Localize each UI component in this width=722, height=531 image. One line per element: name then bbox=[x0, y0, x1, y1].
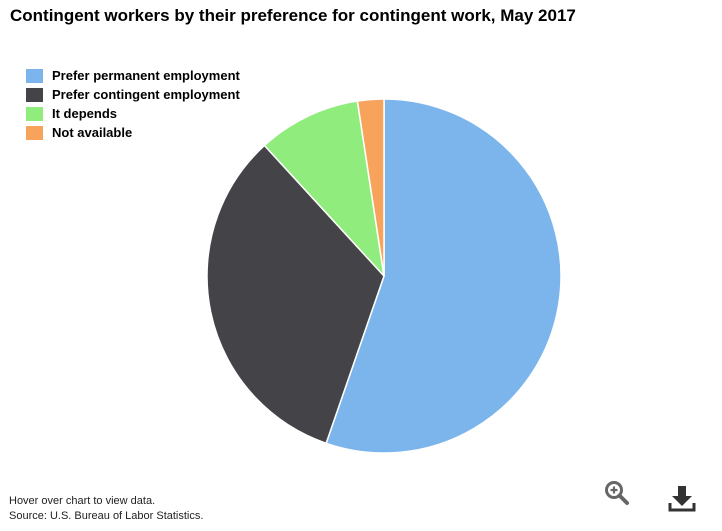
legend-swatch bbox=[26, 87, 43, 102]
legend-item-prefer-contingent[interactable]: Prefer contingent employment bbox=[26, 85, 240, 104]
source-note: Source: U.S. Bureau of Labor Statistics. bbox=[9, 510, 204, 522]
legend-item-not-available[interactable]: Not available bbox=[26, 123, 240, 142]
legend-label: Prefer permanent employment bbox=[52, 68, 240, 83]
legend-swatch bbox=[26, 125, 43, 140]
legend-swatch bbox=[26, 106, 43, 121]
slice-it-depends[interactable] bbox=[263, 100, 385, 277]
legend: Prefer permanent employment Prefer conti… bbox=[26, 66, 240, 142]
zoom-in-icon[interactable] bbox=[604, 480, 630, 506]
slice-prefer-contingent[interactable] bbox=[206, 144, 385, 445]
legend-swatch bbox=[26, 68, 43, 83]
download-icon[interactable] bbox=[668, 484, 696, 512]
legend-label: Not available bbox=[52, 125, 133, 140]
slice-not-available[interactable] bbox=[356, 98, 385, 277]
hover-note: Hover over chart to view data. bbox=[9, 495, 156, 507]
legend-label: It depends bbox=[52, 106, 118, 121]
chart-title: Contingent workers by their preference f… bbox=[10, 6, 576, 25]
legend-item-it-depends[interactable]: It depends bbox=[26, 104, 240, 123]
legend-item-prefer-permanent[interactable]: Prefer permanent employment bbox=[26, 66, 240, 85]
slice-prefer-permanent[interactable] bbox=[325, 98, 562, 454]
legend-label: Prefer contingent employment bbox=[52, 87, 240, 102]
